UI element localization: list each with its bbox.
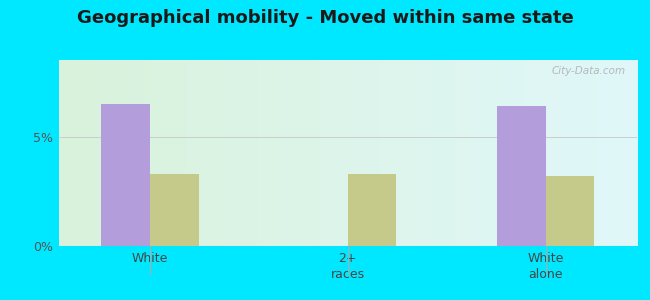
Bar <box>101 104 150 246</box>
Bar <box>348 174 396 246</box>
Bar <box>497 106 545 246</box>
Text: City-Data.com: City-Data.com <box>551 66 625 76</box>
Bar <box>150 174 198 246</box>
Text: Geographical mobility - Moved within same state: Geographical mobility - Moved within sam… <box>77 9 573 27</box>
Bar <box>545 176 594 246</box>
